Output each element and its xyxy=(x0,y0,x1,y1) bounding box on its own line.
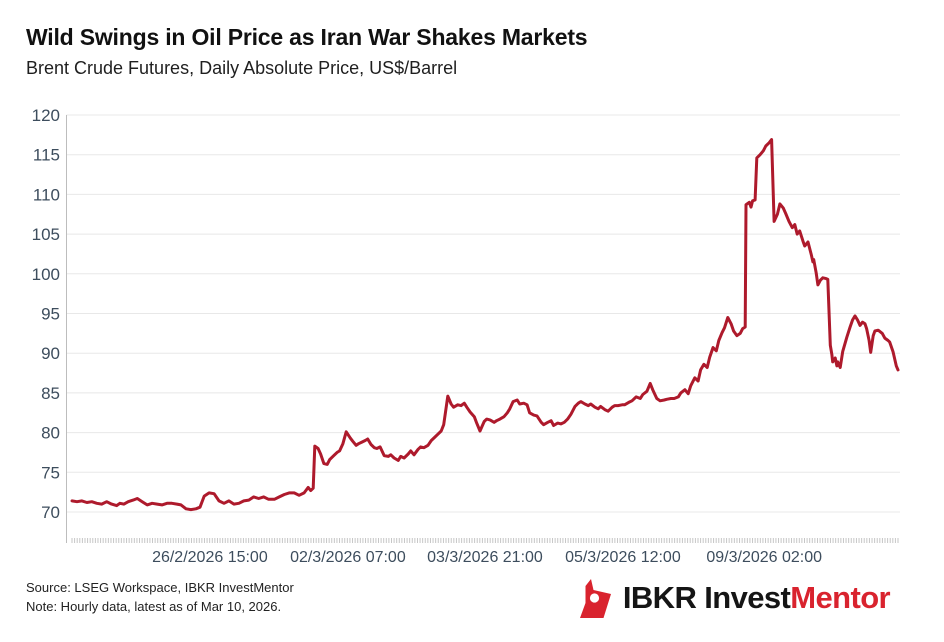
y-axis-tick-label: 85 xyxy=(41,384,60,403)
page-subtitle: Brent Crude Futures, Daily Absolute Pric… xyxy=(26,58,458,78)
footer: Source: LSEG Workspace, IBKR InvestMento… xyxy=(0,576,944,632)
y-axis-tick-label: 90 xyxy=(41,344,60,363)
brand-logo-text-accent: Mentor xyxy=(790,580,890,615)
y-axis-tick-label: 80 xyxy=(41,424,60,443)
brand-logo-text: IBKR InvestMentor xyxy=(622,580,891,616)
y-axis-tick-label: 120 xyxy=(32,106,60,125)
y-axis-tick-label: 75 xyxy=(41,463,60,482)
x-axis-tick-label: 09/3/2026 02:00 xyxy=(706,549,822,566)
source-note: Source: LSEG Workspace, IBKR InvestMento… xyxy=(26,578,294,616)
price-series-line xyxy=(70,138,900,512)
y-axis-tick-label: 95 xyxy=(41,305,60,324)
x-axis-tick-label: 02/3/2026 07:00 xyxy=(290,549,406,566)
y-axis-tick-label: 105 xyxy=(32,225,60,244)
note-line: Note: Hourly data, latest as of Mar 10, … xyxy=(26,599,282,614)
source-line: Source: LSEG Workspace, IBKR InvestMento… xyxy=(26,580,294,595)
y-axis-tick-label: 115 xyxy=(33,146,60,165)
x-axis-tick-label: 05/3/2026 12:00 xyxy=(565,549,681,566)
x-axis-tick-label: 26/2/2026 15:00 xyxy=(152,549,268,566)
y-axis-tick-label: 100 xyxy=(32,265,60,284)
brand-logo: IBKR InvestMentor xyxy=(577,576,891,620)
y-axis-tick-label: 110 xyxy=(33,185,60,204)
brand-logo-text-primary: IBKR Invest xyxy=(622,580,791,615)
price-line-chart: 70 75 80 85 90 95 100 105 110 115 120 26/2/2026 15:… xyxy=(32,106,900,566)
x-axis-tick-label: 03/3/2026 21:00 xyxy=(427,549,543,566)
brand-logo-icon xyxy=(579,579,611,618)
page-title: Wild Swings in Oil Price as Iran War Sha… xyxy=(26,24,588,50)
y-axis-tick-label: 70 xyxy=(41,503,60,522)
